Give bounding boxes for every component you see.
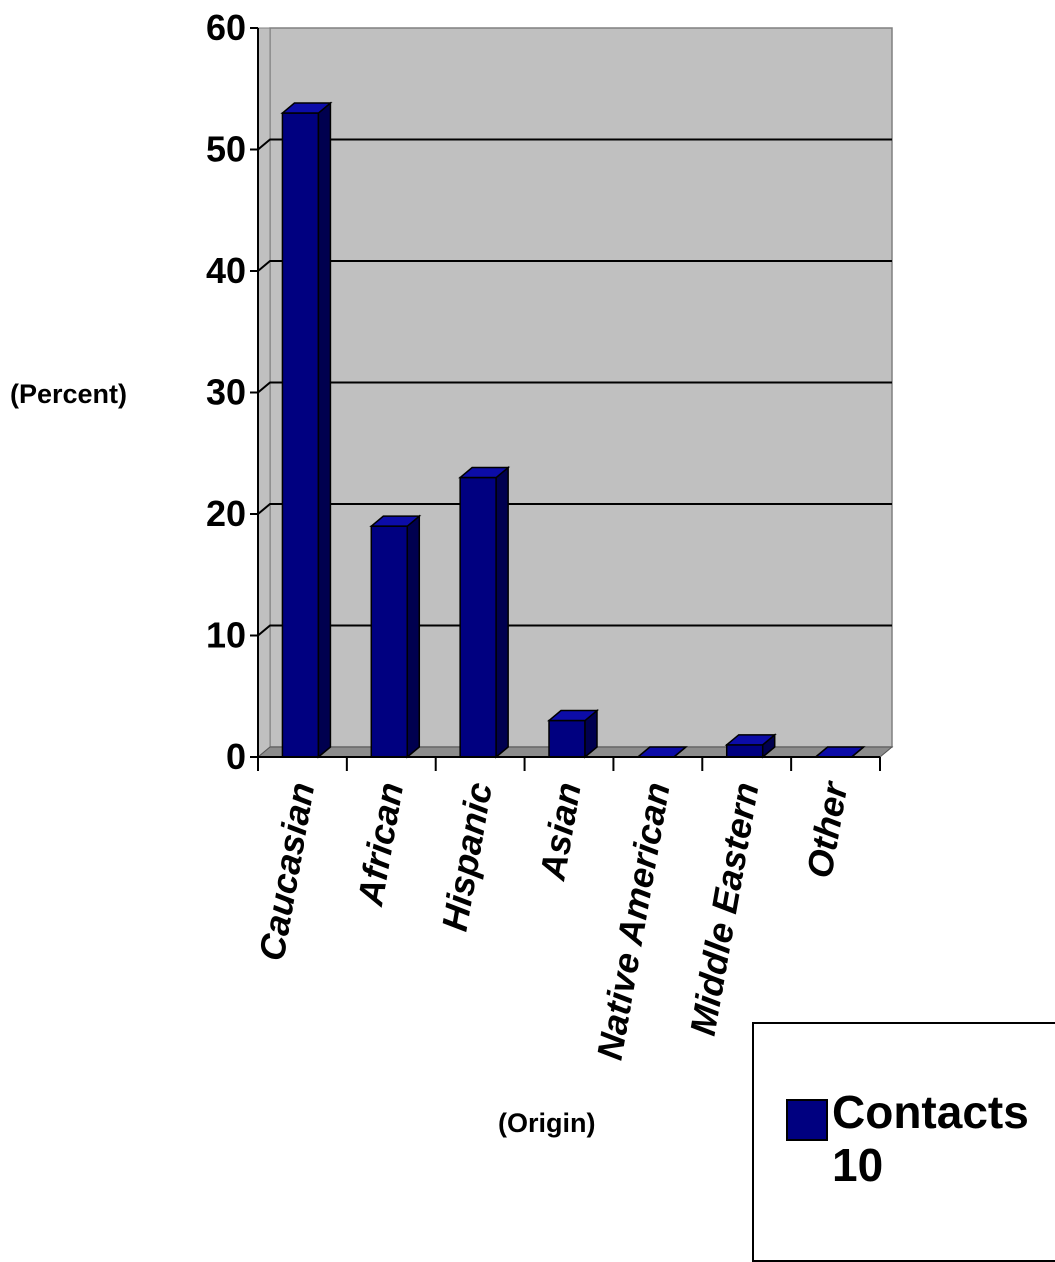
x-tick-label: Middle Eastern bbox=[682, 779, 767, 1038]
bar-front bbox=[370, 525, 409, 758]
gridline bbox=[257, 624, 892, 637]
x-axis-label: (Origin) bbox=[498, 1108, 595, 1138]
y-tick-label: 30 bbox=[206, 372, 246, 413]
bars bbox=[280, 101, 866, 759]
x-axis-ticks: Caucasian African Hispanic Asian Native Amer… bbox=[251, 757, 881, 1063]
y-tick-label: 60 bbox=[206, 7, 246, 48]
x-tick-label: Native American bbox=[589, 779, 678, 1063]
plot-background bbox=[269, 27, 893, 748]
legend-entry-label: Contacts 10 bbox=[832, 1086, 1029, 1191]
bar-side bbox=[495, 465, 509, 759]
y-axis-ticks: 0 10 20 30 40 50 60 bbox=[206, 7, 258, 777]
bar-top bbox=[369, 515, 422, 527]
bar-top bbox=[458, 466, 511, 479]
y-tick-label: 50 bbox=[206, 129, 246, 170]
bar-top bbox=[724, 734, 777, 746]
plot-side-wall bbox=[257, 27, 271, 759]
bar-front bbox=[548, 719, 586, 758]
bar-hispanic bbox=[458, 465, 511, 759]
y-tick-label: 40 bbox=[206, 250, 246, 291]
gridline bbox=[257, 503, 892, 515]
bar-top bbox=[546, 709, 600, 722]
x-tick-label: African bbox=[349, 779, 411, 909]
gridline bbox=[257, 381, 892, 394]
y-axis-label: (Percent) bbox=[10, 379, 127, 409]
legend: Contacts 10 bbox=[752, 1022, 1055, 1262]
x-tick-label: Other bbox=[798, 777, 855, 881]
y-tick-label: 20 bbox=[206, 493, 246, 534]
y-tick-label: 10 bbox=[206, 615, 246, 656]
bar-caucasian bbox=[280, 101, 333, 759]
bar-chart: 0 10 20 30 40 50 60 Caucasian African Hispanic As… bbox=[10, 7, 894, 1138]
gridline bbox=[257, 138, 892, 151]
bar-asian bbox=[546, 708, 600, 759]
bar-african bbox=[369, 514, 422, 759]
legend-swatch bbox=[786, 1099, 828, 1141]
gridlines bbox=[257, 138, 892, 637]
plot-area bbox=[256, 27, 894, 759]
bar-front bbox=[459, 476, 497, 758]
x-tick-label: Asian bbox=[531, 779, 589, 884]
bar-side bbox=[317, 101, 332, 759]
bar-front bbox=[725, 744, 764, 758]
gridline bbox=[257, 260, 892, 272]
bar-side bbox=[406, 514, 421, 759]
bar-top bbox=[280, 102, 333, 114]
bar-middle-eastern bbox=[724, 733, 777, 759]
x-tick-label: Caucasian bbox=[251, 779, 323, 963]
bar-front bbox=[281, 112, 320, 758]
x-tick-label: Hispanic bbox=[434, 779, 500, 934]
y-tick-label: 0 bbox=[226, 736, 246, 777]
